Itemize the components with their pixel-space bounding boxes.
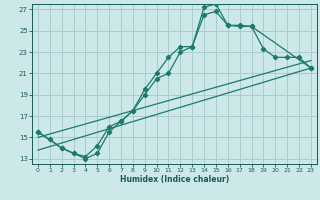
X-axis label: Humidex (Indice chaleur): Humidex (Indice chaleur)	[120, 175, 229, 184]
